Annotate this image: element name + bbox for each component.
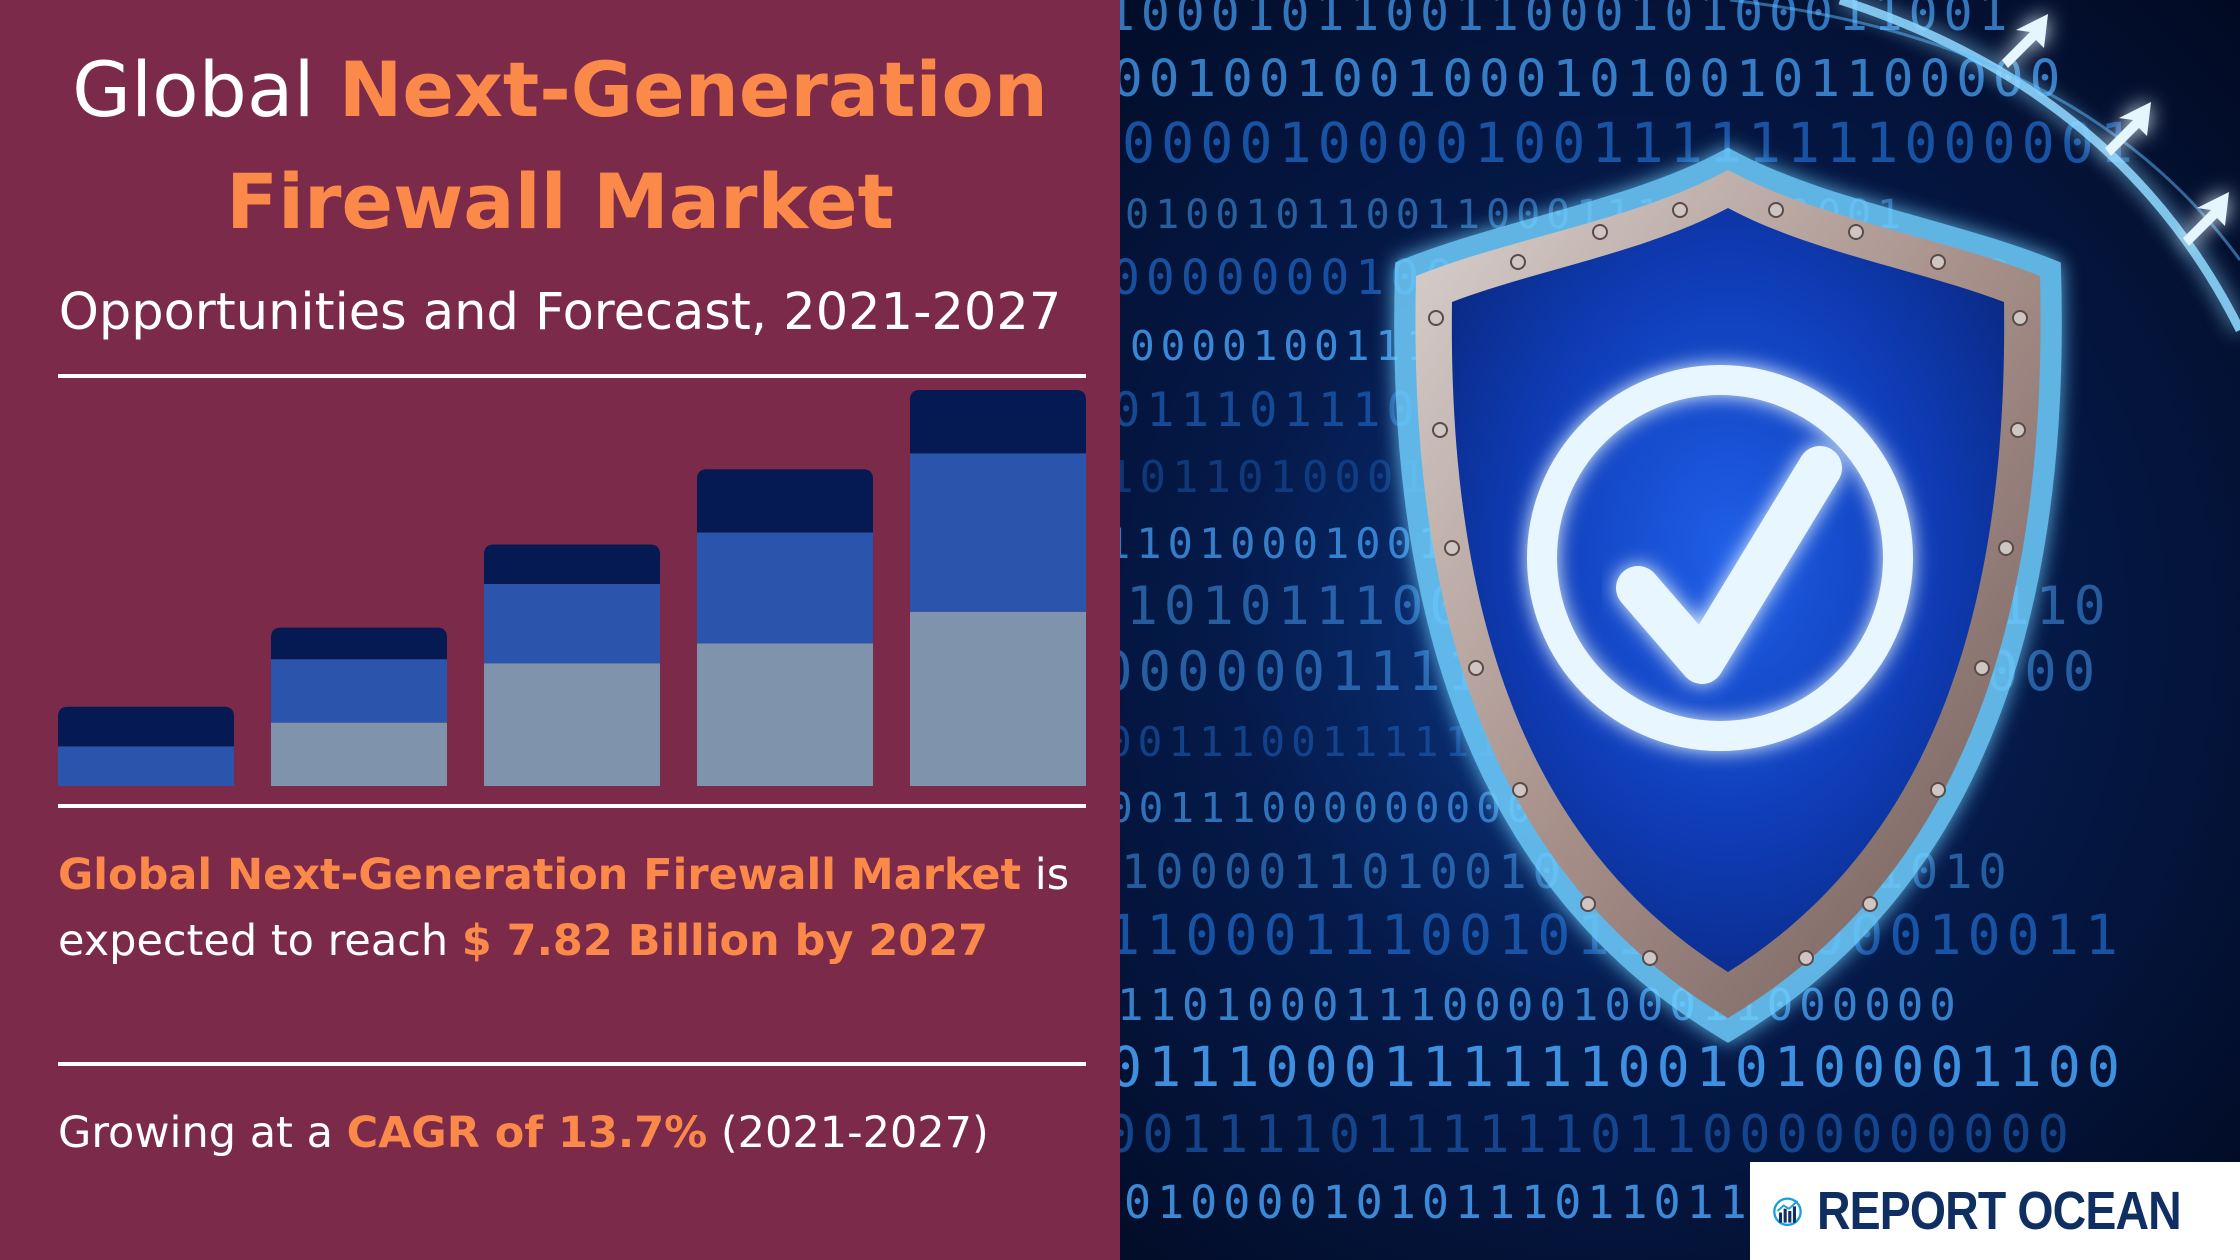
binary-digits-decoration: 00001000010011111111000001 [1122, 111, 2139, 175]
report-ocean-logo: REPORT OCEAN [1750, 1162, 2240, 1260]
divider-bottom [58, 1062, 1086, 1066]
title-highlight: Next-Generation Firewall Market [226, 45, 1048, 246]
bar-segment [910, 453, 1086, 612]
binary-digits-decoration: 11010001110000100011000000 [1120, 980, 1962, 1031]
market-value: $ 7.82 Billion by 2027 [461, 916, 989, 966]
bar-stack [484, 544, 660, 786]
cyber-security-illustration: 10001011001100010100011001 00100100100010… [1120, 0, 2240, 1260]
bar-segment [697, 532, 873, 644]
binary-digits-decoration: 00111101111110110000000000 [1120, 1105, 2075, 1165]
bar-segment [697, 469, 873, 533]
growth-statement: Growing at a CAGR of 13.7% (2021-2027) [58, 1100, 1098, 1166]
bar-segment [271, 627, 447, 660]
bar-segment [910, 390, 1086, 454]
growth-prefix: Growing at a [58, 1108, 347, 1158]
left-panel: Global Next-Generation Firewall Market O… [0, 34, 1120, 1166]
page-subtitle: Opportunities and Forecast, 2021-2027 [58, 283, 1062, 342]
growth-period: (2021-2027) [707, 1108, 989, 1158]
bar-segment [484, 544, 660, 585]
binary-digits-decoration: 00100100100010100101100000 [1120, 50, 2066, 109]
bar-segment [484, 663, 660, 786]
brand-name: REPORT OCEAN [1816, 1181, 2182, 1241]
divider-top [58, 374, 1086, 378]
bar-segment [697, 643, 873, 786]
title-prefix: Global [72, 45, 315, 134]
bar-segment [910, 611, 1086, 786]
up-right-arrow-icon [2002, 14, 2229, 246]
bar-segment [271, 659, 447, 723]
cagr-value: CAGR of 13.7% [346, 1108, 708, 1158]
bar-stack [697, 469, 873, 786]
market-statement: Global Next-Generation Firewall Market i… [58, 842, 1098, 974]
bar-segment [484, 584, 660, 664]
market-name: Global Next-Generation Firewall Market [58, 850, 1022, 900]
page-title: Global Next-Generation Firewall Market [0, 34, 1120, 258]
bar-stack [58, 706, 234, 786]
bar-stack [271, 627, 447, 786]
bar-segment [58, 746, 234, 786]
stacked-bar-chart [58, 390, 1086, 786]
chart-globe-icon [1773, 1197, 1802, 1227]
bar-segment [58, 706, 234, 747]
shield-check-icon [1394, 0, 2240, 1043]
divider-middle [58, 804, 1086, 808]
statement-connector: is expected to reach [58, 850, 1070, 966]
binary-digits-decoration: 01110001111110010100001100 [1120, 1035, 2126, 1099]
bar-segment [271, 722, 447, 786]
bar-stack [910, 390, 1086, 786]
